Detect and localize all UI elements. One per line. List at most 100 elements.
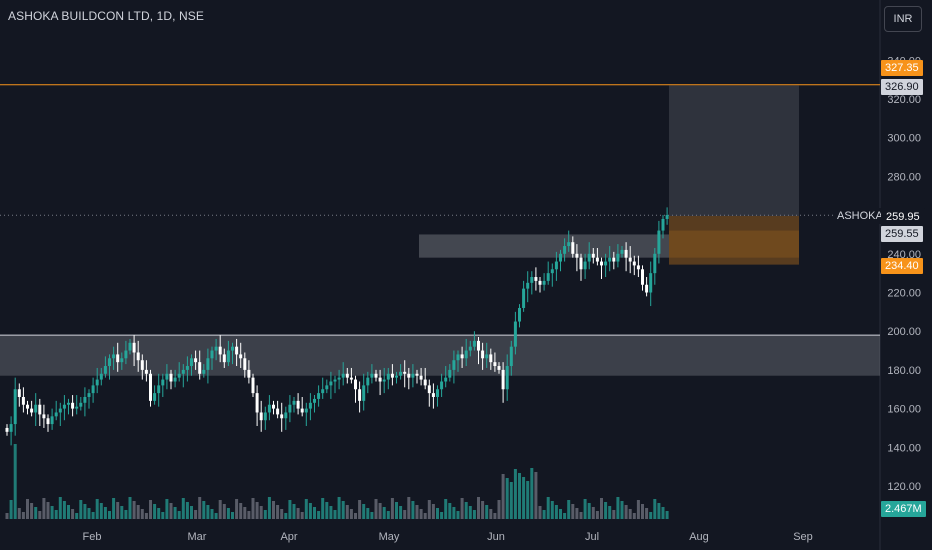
- volume-bar: [567, 500, 571, 519]
- volume-bar: [173, 507, 177, 519]
- candle-body: [341, 373, 345, 378]
- time-tick-label: Feb: [83, 531, 102, 543]
- volume-bar: [505, 478, 509, 519]
- candle-body: [120, 358, 124, 363]
- candle-body: [620, 249, 624, 254]
- volume-bar: [296, 508, 300, 519]
- candle-body: [206, 358, 210, 370]
- candle-body: [522, 288, 526, 308]
- volume-bar: [485, 505, 489, 519]
- time-tick-label: Sep: [793, 531, 813, 543]
- volume-bar: [58, 497, 62, 519]
- candle-body: [641, 269, 644, 285]
- candle-body: [563, 246, 567, 254]
- candle-body: [140, 360, 144, 370]
- candle-body: [399, 371, 403, 376]
- candle-body: [194, 358, 198, 363]
- candle-body: [390, 373, 394, 378]
- volume-bar: [489, 509, 493, 519]
- candle-body: [103, 366, 107, 374]
- candle-body: [612, 257, 616, 262]
- candle-body: [321, 389, 325, 394]
- volume-bar: [214, 513, 218, 519]
- price-tick-label: 280.00: [887, 171, 921, 183]
- volume-bar: [436, 508, 439, 519]
- candle-body: [95, 379, 99, 386]
- volume-bar: [464, 502, 468, 519]
- candle-body: [243, 358, 247, 370]
- volume-bar: [358, 500, 362, 519]
- candle-body: [419, 375, 423, 380]
- volume-bar: [128, 497, 132, 519]
- candle-body: [513, 321, 517, 347]
- volume-bar: [423, 513, 427, 519]
- candle-body: [530, 277, 534, 283]
- candle-body: [226, 350, 230, 363]
- volume-bar: [276, 505, 280, 519]
- volume-bar: [587, 503, 591, 519]
- volume-bar: [206, 505, 210, 519]
- candle-body: [333, 379, 337, 382]
- volume-bar: [374, 499, 378, 519]
- candle-body: [46, 418, 50, 425]
- volume-bar: [386, 511, 390, 519]
- currency-button[interactable]: INR: [884, 6, 922, 32]
- candle-body: [21, 396, 25, 405]
- candle-body: [300, 408, 304, 413]
- volume-bar: [661, 507, 665, 519]
- volume-bar: [288, 500, 292, 519]
- candle-body: [559, 253, 562, 262]
- volume-bar: [645, 508, 649, 519]
- candle-body: [284, 412, 288, 419]
- candle-body: [645, 284, 649, 293]
- candle-body: [386, 373, 390, 380]
- candle-body: [198, 362, 202, 374]
- candle-body: [317, 393, 321, 399]
- volume-bar: [550, 501, 554, 519]
- candle-body: [202, 369, 206, 374]
- volume-bar: [194, 510, 198, 519]
- volume-bar: [513, 469, 517, 519]
- price-tick-label: 200.00: [887, 326, 921, 338]
- volume-bar: [526, 481, 530, 519]
- candle-body: [595, 257, 599, 262]
- volume-bar: [226, 508, 230, 519]
- volume-bar: [280, 509, 284, 519]
- volume-bar: [366, 508, 370, 519]
- candle-body: [325, 385, 329, 390]
- volume-bar: [595, 511, 599, 519]
- candle-body: [370, 373, 374, 378]
- candle-body: [464, 350, 468, 359]
- candle-body: [50, 416, 54, 425]
- volume-bar: [116, 502, 120, 519]
- candle-body: [329, 381, 333, 386]
- volume-bar: [559, 509, 562, 519]
- resistance-zone: [419, 234, 669, 258]
- target-inner-price-tag: 326.90: [881, 79, 923, 95]
- candle-body: [345, 373, 349, 378]
- volume-bar: [54, 510, 58, 519]
- candle-body: [251, 377, 255, 394]
- volume-bar: [9, 500, 13, 519]
- time-tick-label: Jun: [487, 531, 505, 543]
- candle-body: [575, 253, 579, 258]
- candle-body: [366, 377, 370, 386]
- candle-body: [124, 350, 128, 359]
- candle-body: [292, 400, 296, 405]
- volume-bar: [108, 511, 111, 519]
- volume-bar: [169, 503, 173, 519]
- volume-bar: [390, 498, 394, 519]
- candle-body: [304, 408, 308, 413]
- volume-bar: [530, 468, 534, 519]
- candle-body: [456, 354, 460, 361]
- volume-bar: [641, 504, 644, 519]
- candle-body: [308, 402, 312, 409]
- chart-title: ASHOKA BUILDCON LTD, 1D, NSE: [8, 9, 204, 23]
- candle-body: [259, 412, 263, 421]
- volume-bar: [395, 502, 398, 519]
- candle-body: [239, 354, 243, 359]
- candle-body: [177, 373, 181, 378]
- candle-body: [395, 375, 398, 378]
